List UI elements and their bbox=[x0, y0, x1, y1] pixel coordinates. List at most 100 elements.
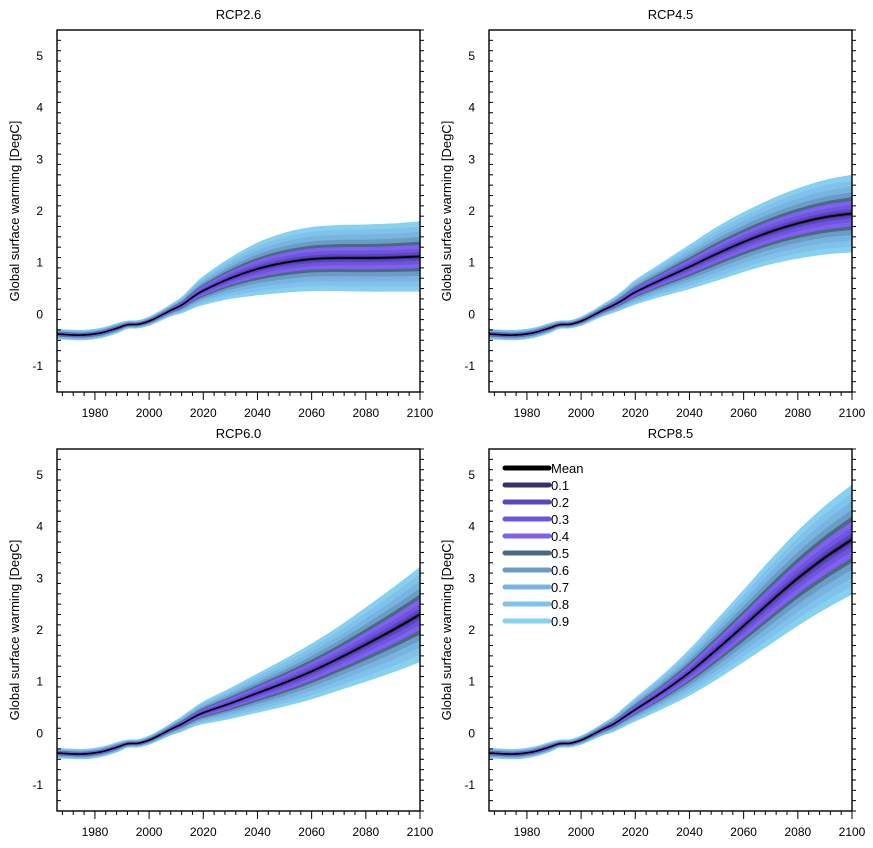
y-tick-label: 4 bbox=[36, 101, 43, 115]
mean-line bbox=[489, 212, 852, 336]
legend-label: 0.8 bbox=[551, 597, 569, 612]
legend-label: 0.6 bbox=[551, 563, 569, 578]
legend-item: 0.1 bbox=[502, 478, 569, 493]
panel-title: RCP4.5 bbox=[648, 7, 694, 22]
plot-area bbox=[489, 174, 852, 341]
panel-title: RCP8.5 bbox=[648, 426, 694, 441]
mean-line bbox=[489, 538, 852, 755]
x-tick-label: 2060 bbox=[298, 406, 325, 420]
legend-label: 0.5 bbox=[551, 546, 569, 561]
y-tick-label: 4 bbox=[468, 520, 475, 534]
y-tick-label: 4 bbox=[468, 101, 475, 115]
x-tick-label: 2000 bbox=[568, 406, 595, 420]
panel-rcp85: -1 0 1 2 3 4 5 1980 2000 2020 2040 2060 2080 2100 RCP8… bbox=[439, 426, 866, 839]
y-tick-label: 5 bbox=[468, 468, 475, 482]
x-tick-label: 2020 bbox=[622, 825, 649, 839]
plot-area bbox=[489, 484, 852, 760]
x-tick-label: 2020 bbox=[190, 406, 217, 420]
x-tick-label: 2040 bbox=[244, 406, 271, 420]
legend-item: 0.8 bbox=[502, 597, 569, 612]
y-tick-label: 2 bbox=[468, 623, 475, 637]
x-tick-label: 2060 bbox=[730, 406, 757, 420]
y-tick-label: 2 bbox=[36, 623, 43, 637]
x-tick-label: 1980 bbox=[82, 406, 109, 420]
y-tick-label: -1 bbox=[32, 359, 43, 373]
legend-item: 0.2 bbox=[502, 495, 569, 510]
x-tick-label: 2040 bbox=[676, 406, 703, 420]
x-tick-label: 2100 bbox=[839, 825, 866, 839]
quantile-band-2 bbox=[57, 252, 420, 336]
y-tick-label: 2 bbox=[468, 204, 475, 218]
x-tick-label: 2080 bbox=[784, 406, 811, 420]
x-tick-label: 2000 bbox=[136, 825, 163, 839]
y-axis-label: Global surface warming [DegC] bbox=[439, 121, 454, 302]
y-tick-label: 0 bbox=[468, 726, 475, 740]
y-tick-label: 0 bbox=[468, 307, 475, 321]
x-tick-label: 1980 bbox=[82, 825, 109, 839]
y-tick-label: 0 bbox=[36, 726, 43, 740]
x-tick-label: 2040 bbox=[676, 825, 703, 839]
y-tick-label: 1 bbox=[36, 675, 43, 689]
panel-title: RCP2.6 bbox=[216, 7, 262, 22]
x-tick-label: 2100 bbox=[407, 825, 434, 839]
legend-item: 0.3 bbox=[502, 512, 569, 527]
x-tick-label: 2040 bbox=[244, 825, 271, 839]
x-tick-label: 1980 bbox=[514, 406, 541, 420]
x-tick-label: 2080 bbox=[352, 406, 379, 420]
quantile-band-4 bbox=[57, 244, 420, 337]
x-tick-label: 2080 bbox=[352, 825, 379, 839]
y-tick-label: 3 bbox=[36, 571, 43, 585]
y-tick-label: 2 bbox=[36, 204, 43, 218]
legend-item: 0.9 bbox=[502, 614, 569, 629]
legend-label: 0.4 bbox=[551, 529, 569, 544]
x-tick-label: 2020 bbox=[190, 825, 217, 839]
x-tick-label: 2020 bbox=[622, 406, 649, 420]
legend-label: Mean bbox=[551, 461, 584, 476]
plot-frame bbox=[488, 29, 853, 393]
plot-area bbox=[57, 221, 420, 341]
plot-frame bbox=[488, 448, 853, 812]
quantile-band-2 bbox=[489, 208, 852, 336]
x-tick-label: 2080 bbox=[784, 825, 811, 839]
x-tick-label: 2100 bbox=[839, 406, 866, 420]
quantile-band-8 bbox=[489, 492, 852, 759]
x-tick-label: 2060 bbox=[298, 825, 325, 839]
legend-item: 0.4 bbox=[502, 529, 569, 544]
y-tick-label: 1 bbox=[468, 675, 475, 689]
y-tick-label: 4 bbox=[36, 520, 43, 534]
legend-item: 0.6 bbox=[502, 563, 569, 578]
x-tick-label: 2000 bbox=[568, 825, 595, 839]
panel-rcp60: -1 0 1 2 3 4 5 1980 2000 2020 2040 2060 2080 2100 RCP6… bbox=[7, 426, 434, 839]
plot-frame bbox=[56, 29, 421, 393]
panel-rcp26: -1 0 1 2 3 4 5 1980 2000 2020 2040 2060 2080 2100 RCP2… bbox=[7, 7, 434, 420]
panel-rcp45: -1 0 1 2 3 4 5 1980 2000 2020 2040 2060 2080 2100 RCP4… bbox=[439, 7, 866, 420]
plot-frame bbox=[56, 448, 421, 812]
y-tick-label: 5 bbox=[36, 49, 43, 63]
legend-label: 0.9 bbox=[551, 614, 569, 629]
y-tick-label: -1 bbox=[464, 359, 475, 373]
y-tick-label: 5 bbox=[468, 49, 475, 63]
x-tick-label: 1980 bbox=[514, 825, 541, 839]
y-tick-label: -1 bbox=[464, 778, 475, 792]
y-tick-label: 1 bbox=[36, 256, 43, 270]
legend-item: 0.5 bbox=[502, 546, 569, 561]
y-tick-label: 0 bbox=[36, 307, 43, 321]
y-axis-label: Global surface warming [DegC] bbox=[7, 121, 22, 302]
legend-label: 0.1 bbox=[551, 478, 569, 493]
plot-area bbox=[57, 566, 420, 760]
y-axis-label: Global surface warming [DegC] bbox=[7, 540, 22, 721]
legend-label: 0.3 bbox=[551, 512, 569, 527]
mean-line bbox=[57, 255, 420, 336]
y-tick-label: 1 bbox=[468, 256, 475, 270]
y-tick-label: 3 bbox=[468, 152, 475, 166]
x-tick-label: 2060 bbox=[730, 825, 757, 839]
y-tick-label: 3 bbox=[36, 152, 43, 166]
x-tick-label: 2100 bbox=[407, 406, 434, 420]
legend-item: 0.7 bbox=[502, 580, 569, 595]
panel-title: RCP6.0 bbox=[216, 426, 262, 441]
legend-label: 0.2 bbox=[551, 495, 569, 510]
y-tick-label: 3 bbox=[468, 571, 475, 585]
legend-item: Mean bbox=[502, 461, 584, 476]
legend: Mean 0.1 0.2 0.3 0.4 0.5 0.6 0.7 0.8 0.9 bbox=[502, 461, 584, 629]
